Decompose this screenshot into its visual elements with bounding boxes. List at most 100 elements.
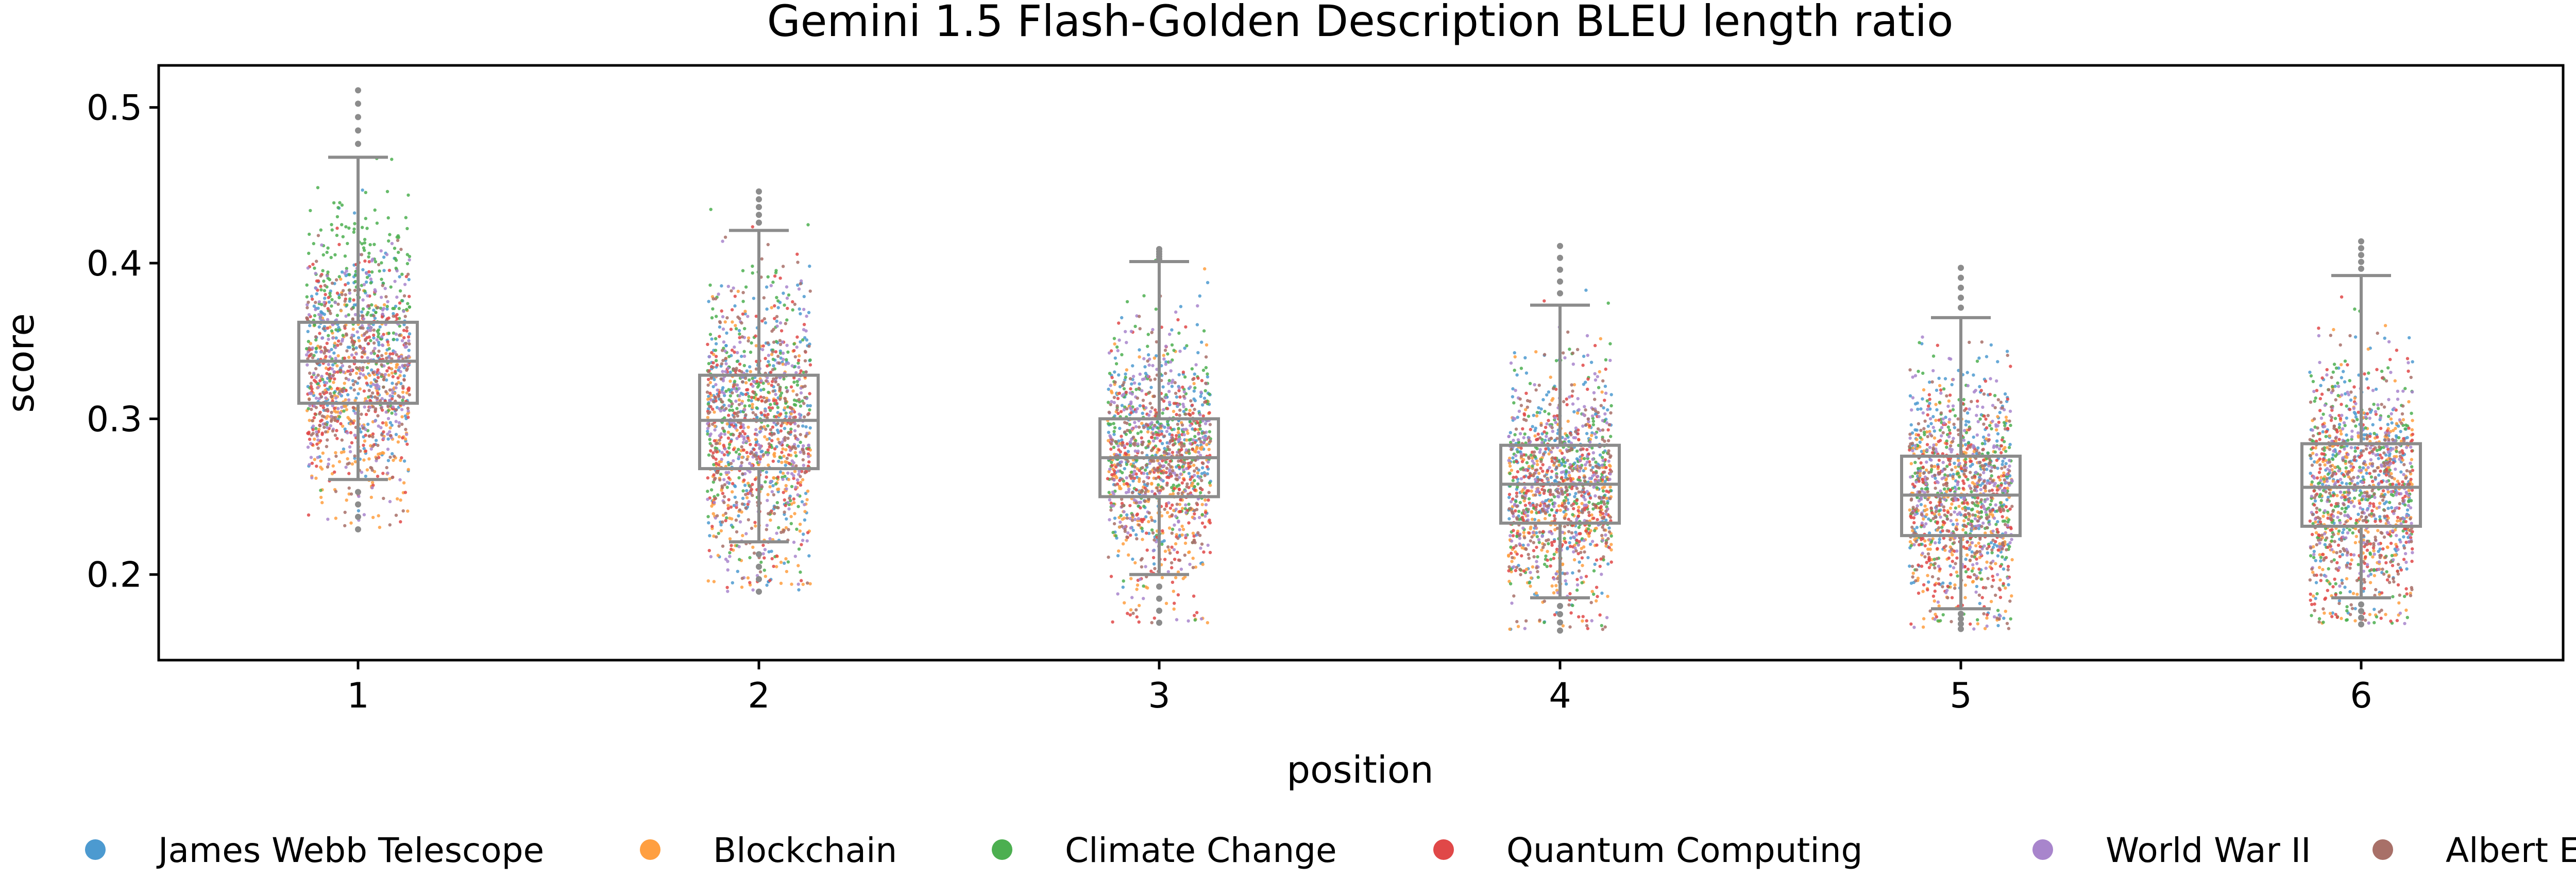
strip-point: [1592, 516, 1596, 520]
strip-point: [364, 191, 367, 194]
strip-point: [1166, 420, 1170, 423]
strip-point: [1558, 449, 1562, 453]
strip-point: [752, 297, 756, 300]
strip-point: [1192, 389, 1196, 393]
strip-point: [808, 264, 811, 268]
strip-point: [370, 270, 374, 274]
strip-point: [1183, 575, 1187, 579]
strip-point: [2380, 369, 2384, 373]
strip-point: [2318, 508, 2321, 512]
strip-point: [1193, 386, 1197, 390]
strip-point: [1982, 414, 1986, 418]
strip-point: [766, 424, 770, 428]
strip-point: [1168, 506, 1173, 510]
strip-point: [334, 516, 337, 520]
strip-point: [2394, 434, 2398, 438]
strip-point: [377, 332, 381, 336]
strip-point: [1955, 556, 1959, 560]
strip-point: [1569, 536, 1572, 540]
strip-point: [1128, 504, 1132, 508]
strip-point: [741, 392, 745, 396]
strip-point: [1595, 526, 1598, 530]
strip-point: [392, 312, 395, 316]
strip-point: [776, 430, 780, 435]
strip-point: [328, 278, 332, 282]
strip-point: [1511, 395, 1515, 399]
strip-point: [1976, 504, 1980, 508]
strip-point: [1991, 545, 1995, 549]
strip-point: [402, 481, 406, 485]
strip-point: [1117, 439, 1121, 443]
strip-point: [1947, 420, 1951, 424]
strip-point: [342, 447, 346, 451]
strip-point: [1980, 442, 1985, 445]
strip-point: [362, 446, 366, 451]
strip-point: [752, 447, 756, 452]
strip-point: [2310, 614, 2313, 617]
strip-point: [310, 295, 314, 298]
strip-point: [1114, 465, 1118, 469]
strip-point: [312, 378, 316, 382]
strip-point: [1120, 435, 1123, 438]
strip-point: [1953, 426, 1957, 429]
strip-point: [388, 421, 392, 424]
strip-point: [1994, 562, 1997, 565]
strip-point: [1938, 401, 1941, 404]
strip-point: [781, 471, 785, 475]
strip-point: [1150, 481, 1154, 485]
strip-point: [2331, 611, 2334, 615]
strip-point: [1203, 267, 1207, 271]
strip-point: [710, 351, 714, 355]
strip-point: [764, 575, 768, 578]
strip-point: [1547, 452, 1551, 456]
strip-point: [1996, 432, 2000, 436]
strip-point: [776, 475, 780, 479]
strip-point: [1591, 420, 1595, 423]
strip-point: [770, 406, 774, 410]
strip-point: [1609, 543, 1613, 546]
strip-point: [765, 285, 769, 289]
strip-point: [1602, 406, 1605, 410]
strip-point: [1512, 475, 1515, 479]
strip-point: [1941, 613, 1945, 617]
strip-point: [1528, 531, 1531, 535]
strip-point: [1918, 440, 1922, 444]
strip-point: [1153, 616, 1156, 620]
strip-point: [1180, 447, 1183, 452]
strip-point: [317, 325, 321, 329]
strip-point: [1604, 465, 1608, 470]
strip-point: [378, 325, 382, 329]
strip-point: [332, 351, 336, 355]
strip-point: [1590, 590, 1594, 593]
strip-point: [714, 337, 718, 340]
strip-point: [1922, 388, 1926, 392]
strip-point: [740, 354, 743, 358]
strip-point: [767, 463, 770, 467]
strip-point: [405, 262, 410, 266]
strip-point: [398, 301, 402, 305]
strip-point: [713, 410, 716, 414]
strip-point: [799, 480, 803, 485]
strip-point: [1597, 386, 1601, 389]
strip-point: [1135, 475, 1139, 479]
strip-point: [1138, 477, 1141, 481]
strip-point: [392, 458, 395, 462]
strip-point: [1601, 486, 1604, 490]
strip-point: [367, 335, 371, 339]
strip-point: [1943, 377, 1947, 381]
strip-point: [1135, 588, 1139, 591]
strip-point: [741, 300, 745, 303]
strip-point: [307, 340, 310, 343]
strip-point: [750, 395, 754, 399]
strip-point: [2353, 541, 2358, 545]
strip-point: [1938, 538, 1941, 541]
strip-point: [775, 319, 779, 323]
strip-point: [766, 493, 770, 496]
strip-point: [1150, 436, 1154, 439]
strip-point: [715, 363, 719, 367]
strip-point: [1971, 566, 1975, 571]
strip-point: [1163, 558, 1167, 561]
strip-point: [1950, 596, 1954, 599]
strip-point: [2340, 507, 2344, 510]
strip-point: [1537, 519, 1540, 523]
